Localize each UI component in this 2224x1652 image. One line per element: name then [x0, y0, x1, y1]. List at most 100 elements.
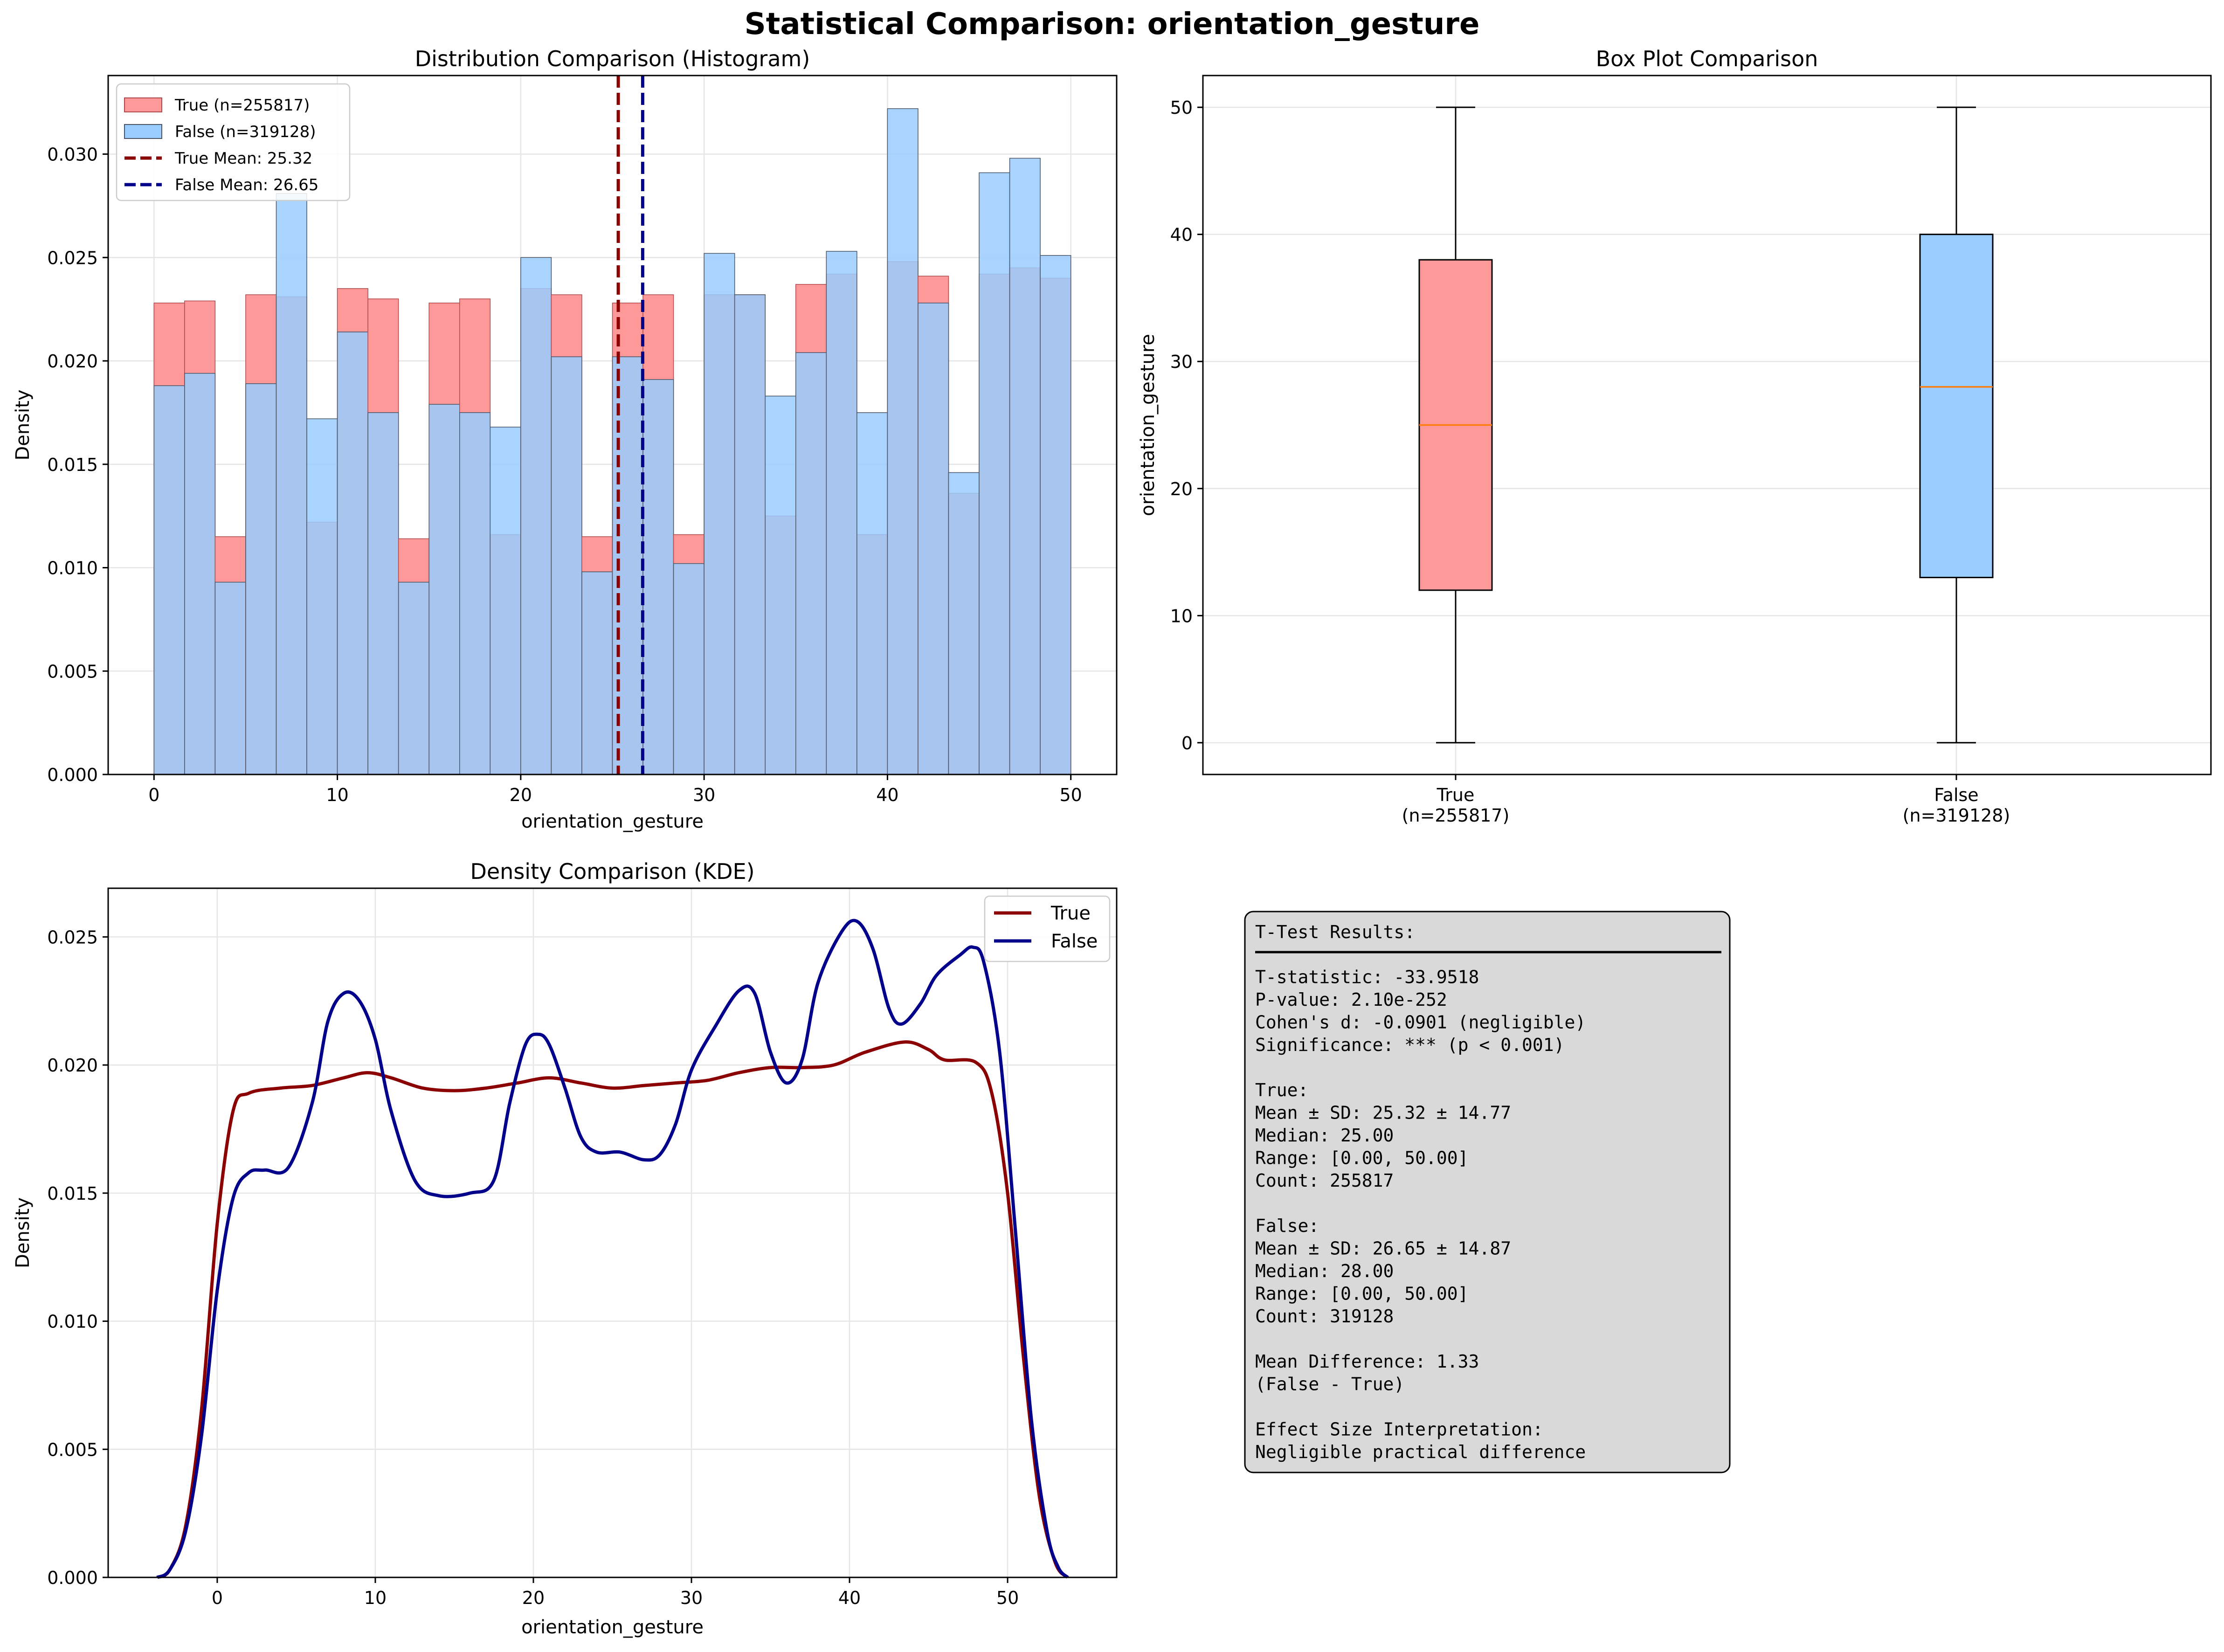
histogram-bar-false: [184, 373, 216, 775]
histogram-bar-false: [1040, 255, 1071, 775]
histogram-bar-false: [306, 418, 338, 775]
histogram-panel: 0 10 20 30 40 50 0.000 0.005 0.010 0.015 0.020 0.02…: [12, 46, 1118, 832]
stats-panel: T-Test Results: T-statistic: -33.9518P-va…: [1244, 911, 1731, 1473]
x-tick-label: 50: [1060, 785, 1082, 805]
stats-line: Mean Difference: 1.33: [1255, 1351, 1479, 1372]
histogram-bar-false: [245, 383, 277, 775]
y-tick-label: 20: [1170, 479, 1193, 499]
histogram-title: Distribution Comparison (Histogram): [415, 46, 810, 71]
histogram-bar-false: [153, 385, 185, 775]
histogram-bar-false: [581, 571, 613, 775]
y-tick-label: 0.005: [47, 661, 98, 682]
stats-line: Mean ± SD: 26.65 ± 14.87: [1255, 1238, 1511, 1259]
histogram-bar-false: [459, 412, 491, 775]
stats-line: Significance: *** (p < 0.001): [1255, 1035, 1564, 1055]
histogram-legend: True (n=255817) False (n=319128) True Mean…: [116, 83, 351, 201]
stats-line: Cohen's d: -0.0901 (negligible): [1255, 1012, 1586, 1033]
stats-line: T-Test Results:: [1255, 922, 1415, 942]
stats-line: T-statistic: -33.9518: [1255, 967, 1479, 988]
x-tick-label: 30: [693, 785, 715, 805]
stats-line: Median: 28.00: [1255, 1261, 1394, 1281]
stats-line: Range: [0.00, 50.00]: [1255, 1148, 1469, 1168]
histogram-bar-false: [979, 172, 1010, 775]
boxplot-title: Box Plot Comparison: [1596, 46, 1818, 71]
legend-swatch: [124, 124, 162, 139]
x-tick-label: True: [1437, 785, 1475, 805]
histogram-bar-false: [765, 395, 796, 775]
kde-line-false: [156, 919, 1069, 1579]
kde-ylabel: Density: [12, 1197, 34, 1268]
histogram-bar-false: [551, 356, 582, 775]
legend-label: True Mean: 25.32: [174, 149, 312, 168]
histogram-xlabel: orientation_gesture: [521, 811, 704, 832]
x-tick-label: 30: [680, 1588, 703, 1608]
x-tick-label: False: [1934, 785, 1978, 805]
stats-line: (False - True): [1255, 1374, 1404, 1395]
stats-line: Negligible practical difference: [1255, 1442, 1586, 1462]
legend-label: True (n=255817): [174, 96, 310, 115]
histogram-bar-false: [948, 472, 980, 775]
stats-line: P-value: 2.10e-252: [1255, 989, 1447, 1010]
kde-title: Density Comparison (KDE): [470, 859, 754, 884]
histogram-bar-false: [1009, 158, 1041, 775]
x-tick-label: 0: [212, 1588, 223, 1608]
y-tick-label: 0.025: [47, 927, 98, 947]
legend-label: False Mean: 26.65: [175, 176, 318, 194]
histogram-bar-false: [276, 193, 307, 775]
x-tick-label: 40: [838, 1588, 861, 1608]
legend-swatch: [124, 97, 162, 112]
histogram-axes-frame: [107, 75, 1118, 775]
kde-axes-frame: [107, 887, 1118, 1578]
box-true: [1418, 106, 1493, 744]
stats-line: Count: 255817: [1255, 1170, 1394, 1191]
y-tick-label: 30: [1170, 352, 1193, 372]
y-tick-label: 40: [1170, 225, 1193, 245]
kde-line-true: [156, 1040, 1069, 1579]
histogram-bar-false: [856, 412, 888, 775]
boxplot-ylabel: orientation_gesture: [1137, 334, 1159, 516]
boxplot-panel: True(n=255817) False(n=319128) 0 10 20 30 40 50…: [1137, 46, 2212, 826]
y-tick-label: 0.015: [47, 455, 98, 475]
stats-line: Effect Size Interpretation:: [1255, 1419, 1543, 1440]
legend-frame: [116, 83, 351, 201]
y-tick-label: 10: [1170, 606, 1193, 626]
histogram-bar-false: [520, 257, 552, 775]
stats-box: [1244, 911, 1731, 1473]
y-tick-label: 0.020: [47, 351, 98, 372]
y-tick-label: 0.000: [47, 765, 98, 785]
histogram-bar-false: [826, 251, 857, 775]
x-tick-label: 0: [148, 785, 159, 805]
x-tick-label: 40: [876, 785, 898, 805]
y-tick-label: 0.025: [47, 248, 98, 268]
stats-line: Count: 319128: [1255, 1306, 1394, 1327]
y-tick-label: 0: [1181, 733, 1193, 753]
y-tick-label: 0.010: [47, 558, 98, 579]
histogram-bar-false: [214, 581, 246, 775]
box-body: [1919, 234, 1994, 579]
histogram-ylabel: Density: [12, 389, 34, 460]
stats-line: Mean ± SD: 25.32 ± 14.77: [1255, 1103, 1511, 1123]
x-tick-count-label: (n=255817): [1402, 805, 1510, 826]
y-tick-label: 0.030: [47, 145, 98, 165]
histogram-bar-false: [428, 404, 460, 775]
figure-suptitle: Statistical Comparison: orientation_gest…: [745, 7, 1480, 41]
x-tick-count-label: (n=319128): [1903, 805, 2010, 826]
histogram-bar-false: [367, 412, 399, 775]
histogram-bar-false: [337, 332, 368, 775]
y-tick-label: 0.000: [47, 1568, 98, 1588]
box-false: [1919, 106, 1994, 744]
legend-label: True: [1050, 903, 1091, 924]
x-tick-label: 10: [364, 1588, 387, 1608]
histogram-bar-false: [398, 581, 429, 775]
stats-line: True:: [1255, 1080, 1308, 1100]
kde-panel: 0 10 20 30 40 50 0.000 0.005 0.010 0.015 0.020 0.02…: [12, 859, 1118, 1638]
y-tick-label: 0.010: [47, 1312, 98, 1332]
histogram-bar-false: [734, 294, 766, 775]
x-tick-label: 50: [996, 1588, 1019, 1608]
stats-line: False:: [1255, 1216, 1319, 1236]
histogram-bar-false: [490, 427, 521, 775]
histogram-bar-false: [918, 303, 949, 775]
histogram-bar-false: [673, 563, 704, 775]
legend-label: False (n=319128): [175, 123, 316, 141]
